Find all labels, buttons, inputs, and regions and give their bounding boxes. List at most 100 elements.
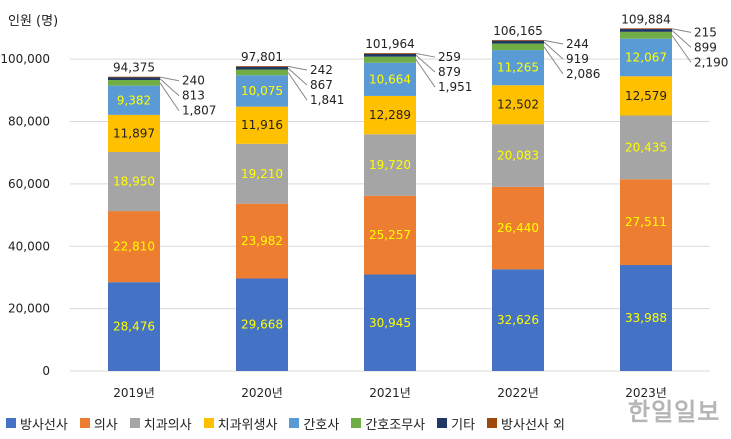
bar-segment	[364, 95, 416, 135]
bar-segment	[364, 53, 416, 54]
legend-label: 치과의사	[143, 417, 192, 433]
bar-segment	[108, 114, 160, 152]
bar-segment	[620, 76, 672, 116]
legend-swatch	[487, 418, 498, 428]
data-label: 9,382	[117, 93, 151, 107]
bar-segment	[236, 143, 288, 204]
legend-label: 치과위생사	[217, 417, 278, 433]
small-segment-label: 2,086	[566, 67, 600, 81]
legend-item: 방사선사	[6, 414, 68, 433]
y-tick-label: 20,000	[8, 302, 50, 316]
bar-segment	[364, 274, 416, 371]
data-label: 28,476	[113, 320, 155, 334]
x-tick-label: 2019년	[113, 386, 155, 400]
data-label: 11,897	[113, 126, 155, 140]
y-axis-unit-label: 인원 (명)	[8, 14, 59, 29]
legend-item: 치과위생사	[203, 414, 278, 433]
bar-segment	[492, 43, 544, 51]
leader-line	[287, 65, 308, 71]
legend-swatch	[437, 418, 448, 428]
bar-segment	[492, 124, 544, 187]
x-tick-label: 2021년	[369, 386, 411, 400]
leader-line	[543, 46, 564, 75]
legend-label: 간호사	[303, 417, 340, 433]
bar-segment	[620, 115, 672, 180]
small-segment-label: 1,807	[182, 104, 216, 118]
leader-line	[159, 82, 180, 112]
leader-line	[671, 30, 692, 48]
bar-segment	[108, 211, 160, 283]
small-segment-label: 813	[182, 89, 205, 103]
legend-swatch	[351, 418, 362, 428]
small-segment-label: 259	[438, 50, 461, 64]
small-segment-label: 242	[310, 63, 333, 77]
bar-segment	[236, 278, 288, 371]
data-label: 10,075	[241, 84, 283, 98]
small-segment-label: 879	[438, 65, 461, 79]
bar-segment	[492, 85, 544, 125]
x-tick-label: 2022년	[497, 386, 539, 400]
data-label: 12,067	[625, 50, 667, 64]
bar-segment	[236, 66, 288, 67]
data-label: 19,720	[369, 158, 411, 172]
leader-line	[543, 39, 564, 45]
bar-segment	[364, 53, 416, 57]
data-label: 33,988	[625, 311, 667, 325]
bar-segment	[620, 179, 672, 266]
y-tick-label: 60,000	[8, 177, 50, 191]
data-label: 26,440	[497, 221, 539, 235]
data-label: 30,945	[369, 316, 411, 330]
data-label: 20,435	[625, 140, 667, 154]
leader-line	[671, 34, 692, 63]
leader-line	[287, 67, 308, 86]
total-label: 97,801	[241, 50, 283, 64]
data-label: 18,950	[113, 175, 155, 189]
legend-swatch	[79, 418, 90, 428]
bar-segment	[364, 56, 416, 63]
bar-segment	[108, 80, 160, 86]
bar-segment	[492, 39, 544, 41]
bar-segment	[108, 85, 160, 115]
bar-segment	[620, 29, 672, 32]
legend-swatch	[6, 418, 16, 428]
data-label: 11,916	[241, 118, 283, 132]
data-label: 19,210	[241, 167, 283, 181]
small-segment-label: 1,841	[310, 93, 344, 107]
bar-segment	[108, 282, 160, 371]
data-label: 10,664	[369, 72, 411, 86]
legend-label: 간호조무사	[365, 417, 426, 433]
bar-segment	[236, 69, 288, 76]
bar-segment	[492, 186, 544, 270]
bar-segment	[364, 195, 416, 275]
legend-swatch	[129, 418, 140, 428]
small-segment-label: 1,951	[438, 80, 472, 94]
data-label: 23,982	[241, 234, 283, 248]
leader-line	[159, 78, 180, 97]
stacked-bar-chart: 0 20,000 40,000 60,000 80,000 100,000 28,476 22…	[0, 12, 728, 400]
data-label: 12,502	[497, 98, 539, 112]
bar-segment	[364, 134, 416, 196]
leader-line	[543, 41, 564, 60]
legend-item: 방사선사 외	[487, 414, 565, 433]
legend-label: 의사	[93, 417, 118, 433]
leader-line	[415, 52, 436, 58]
leader-line	[287, 72, 308, 101]
bar-segment	[620, 38, 672, 77]
watermark-logo: 한일일보	[628, 398, 721, 426]
legend-item: 간호조무사	[351, 414, 425, 433]
x-tick-label: 2023년	[625, 386, 667, 400]
y-tick-label: 0	[42, 364, 50, 378]
bar-segment	[492, 269, 544, 371]
data-label: 29,668	[241, 318, 283, 332]
legend-label: 기타	[451, 417, 476, 433]
data-label: 12,289	[369, 108, 411, 122]
small-segment-label: 244	[566, 37, 589, 51]
data-label: 27,511	[625, 215, 667, 229]
small-segment-label: 919	[566, 52, 589, 66]
bar-segment	[620, 265, 672, 371]
leader-line	[159, 76, 180, 82]
data-label: 25,257	[369, 228, 411, 242]
bar-segment	[364, 62, 416, 96]
small-segment-label: 215	[694, 25, 717, 39]
y-tick-label: 80,000	[8, 115, 50, 129]
